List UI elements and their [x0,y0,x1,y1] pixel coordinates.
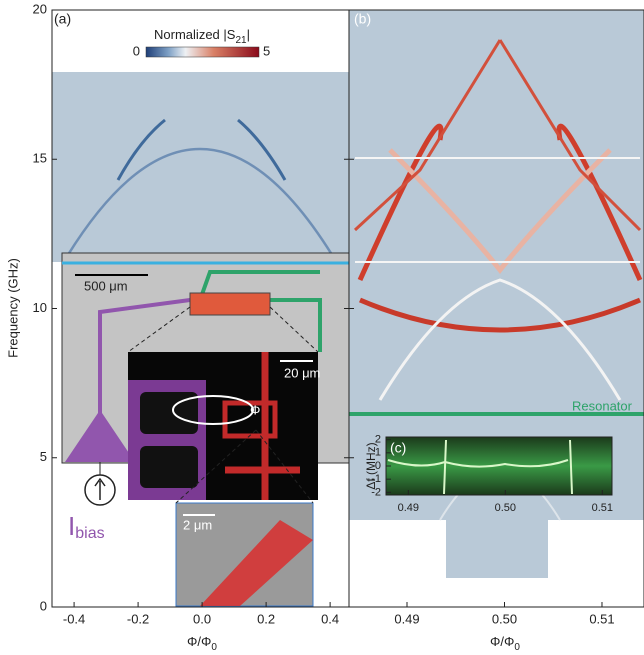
panel-label: (a) [54,11,71,27]
resonator-wire [198,270,322,352]
y-tick-label: 5 [40,449,47,464]
flux-label: Φ [250,402,260,417]
x-tick-label: -0.2 [127,611,149,626]
x-tick-label: 0.50 [495,502,516,514]
colorbar-tick: 5 [263,43,270,58]
colorbar-tick: 0 [133,43,140,58]
heatmap-bg [446,520,548,578]
x-tick-label: 0.49 [398,502,419,514]
sem-gap [140,392,198,434]
current-arrow [94,477,106,500]
junction-electrode [200,503,313,606]
zoom-lines [127,306,319,504]
heatmap-bg [52,72,349,262]
bias-line [98,298,191,450]
scale-label: 20 μm [284,365,320,380]
bias-label: Ibias [68,511,105,542]
scale-label: 2 μm [183,517,212,532]
x-tick-label: 0.2 [257,611,275,626]
x-tick-label: 0.51 [592,502,613,514]
panel-label: (c) [390,440,406,456]
x-axis-label: Φ/Φ0 [187,634,217,652]
x-tick-label: 0.4 [321,611,339,626]
y-axis-label: Δf (MHz) [364,442,378,489]
x-tick-label: 0.50 [492,611,517,626]
transition-curves [353,39,643,521]
y-axis-label: Frequency (GHz) [5,258,20,358]
squid [189,292,271,316]
dispersion-curve [116,118,287,181]
y-tick-label: 1 [375,447,381,459]
dispersion-curve [64,147,336,259]
flux-loop [172,395,254,425]
sem-gap [140,446,198,488]
colorbar [145,46,260,58]
x-tick-label: 0.51 [589,611,614,626]
x-tick-label: 0.49 [394,611,419,626]
y-tick-label: 15 [33,151,47,166]
scale-label: 500 μm [84,278,128,293]
y-tick-label: 20 [33,1,47,16]
y-tick-label: -2 [371,486,381,498]
y-tick-label: -1 [371,473,381,485]
x-tick-label: 0.0 [193,611,211,626]
panel-label: (b) [354,11,371,27]
inset-c-curve [387,439,573,495]
resonator-label: Resonator [572,398,633,413]
y-tick-label: 10 [33,300,47,315]
y-tick-label: 0 [375,460,381,472]
bias-pad [65,410,135,462]
x-tick-label: -0.4 [63,611,85,626]
x-axis-label: Φ/Φ0 [490,634,520,652]
y-tick-label: 0 [40,598,47,613]
y-tick-label: 2 [375,434,381,446]
colorbar-label: Normalized |S21| [154,27,250,45]
